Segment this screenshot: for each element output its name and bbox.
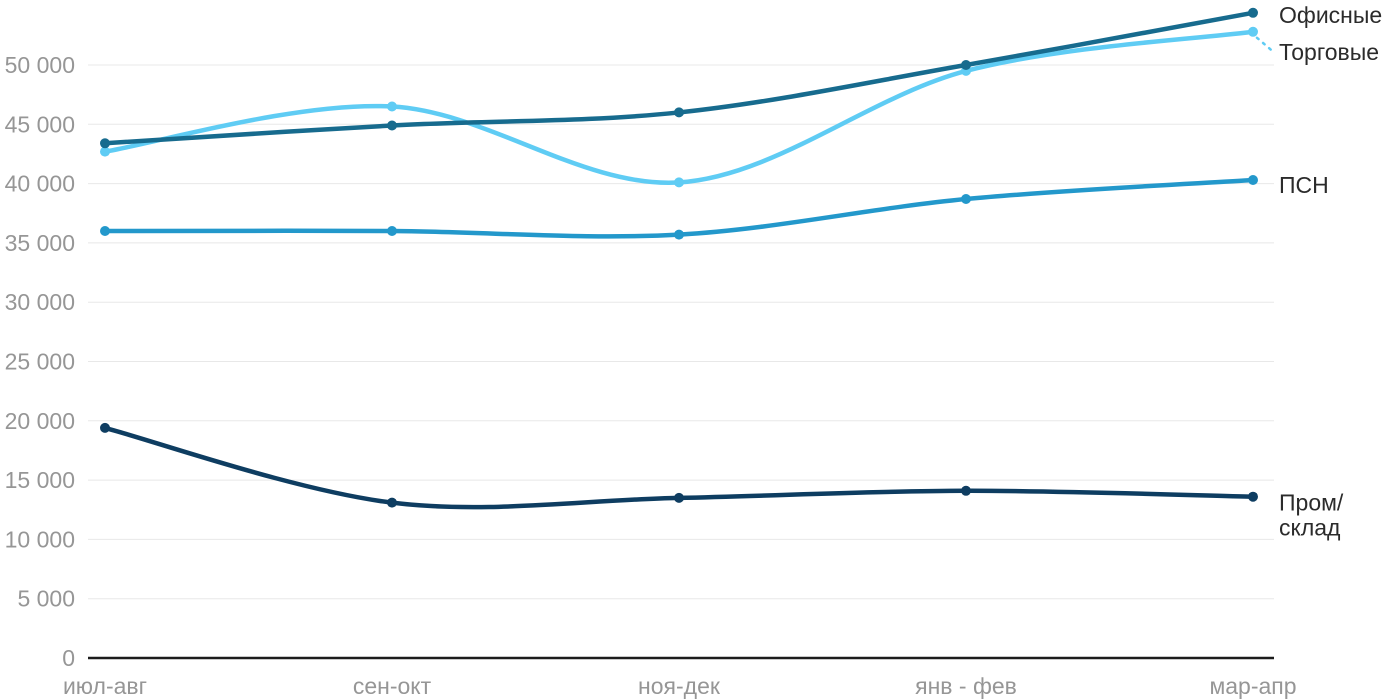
series-line	[102, 177, 1256, 239]
y-axis-label: 35 000	[5, 230, 75, 256]
data-point[interactable]	[961, 60, 971, 70]
x-axis-label: сен-окт	[353, 673, 432, 699]
y-axis-label: 5 000	[17, 586, 75, 612]
data-point[interactable]	[1248, 7, 1258, 18]
label-connector	[1255, 36, 1273, 52]
series-label: ПСН	[1279, 172, 1329, 198]
data-point[interactable]	[674, 229, 684, 240]
data-point[interactable]	[674, 177, 684, 188]
data-point[interactable]	[1248, 175, 1258, 185]
x-axis-label: ноя-дек	[638, 673, 721, 699]
y-axis-label: 15 000	[5, 467, 75, 493]
series-label: Пром/	[1279, 490, 1344, 516]
y-axis-label: 25 000	[5, 349, 75, 375]
x-axis-label: мар-апр	[1209, 673, 1296, 699]
data-point[interactable]	[387, 226, 397, 236]
y-axis-label: 0	[62, 645, 75, 671]
data-point[interactable]	[674, 107, 684, 118]
data-point[interactable]	[961, 194, 971, 204]
y-axis-label: 50 000	[5, 52, 75, 78]
series-line	[102, 10, 1256, 146]
series-line	[102, 29, 1256, 185]
data-point[interactable]	[387, 497, 397, 508]
y-axis-label: 10 000	[5, 526, 75, 552]
y-axis-label: 45 000	[5, 111, 75, 137]
data-point[interactable]	[387, 120, 397, 131]
data-point[interactable]	[100, 138, 110, 149]
y-axis-label: 40 000	[5, 171, 75, 197]
data-point[interactable]	[100, 146, 110, 157]
data-point[interactable]	[1248, 26, 1258, 37]
data-point[interactable]	[100, 422, 110, 433]
x-axis-label: янв - фев	[915, 673, 1017, 699]
y-axis-label: 30 000	[5, 289, 75, 315]
series-label: Офисные	[1279, 2, 1382, 28]
data-point[interactable]	[961, 485, 971, 496]
data-point[interactable]	[100, 226, 110, 236]
x-axis-label: июл-авг	[63, 673, 147, 699]
data-point[interactable]	[674, 492, 684, 503]
data-point[interactable]	[387, 101, 397, 112]
series-label: склад	[1279, 515, 1341, 541]
y-axis-label: 20 000	[5, 408, 75, 434]
series-label: Торговые	[1279, 39, 1379, 65]
data-point[interactable]	[1248, 491, 1258, 502]
